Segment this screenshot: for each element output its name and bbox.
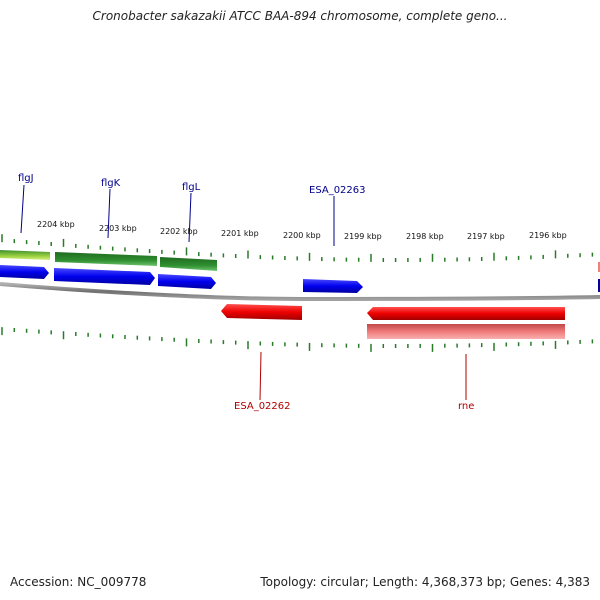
cds-feature[interactable] xyxy=(55,252,157,266)
tick-label: 2202 kbp xyxy=(160,227,198,236)
tick-label: 2200 kbp xyxy=(283,231,321,240)
gene-label-flgL[interactable]: flgL xyxy=(182,182,201,193)
lower-tick-ruler xyxy=(1,327,594,352)
tick-labels: 2204 kbp 2203 kbp 2202 kbp 2201 kbp 2200… xyxy=(37,220,567,241)
gene-arrow-flgK[interactable] xyxy=(54,268,155,285)
leader-line xyxy=(188,192,192,243)
cds-feature-reverse[interactable] xyxy=(367,324,565,339)
cds-feature[interactable] xyxy=(160,257,217,271)
upper-tick-ruler xyxy=(1,234,594,262)
tick-label: 2199 kbp xyxy=(344,232,382,241)
gene-labels: flgJ flgK flgL ESA_02263 ESA_02262 rne xyxy=(18,173,474,412)
gene-arrow-rne[interactable] xyxy=(367,307,565,320)
topology-text: Topology: circular; Length: 4,368,373 bp… xyxy=(260,575,590,589)
gene-arrow-flgL[interactable] xyxy=(158,274,216,289)
leader-line xyxy=(20,184,25,234)
cds-feature[interactable] xyxy=(0,250,50,260)
tick-label: 2198 kbp xyxy=(406,232,444,241)
tick-label: 2196 kbp xyxy=(529,231,567,240)
cds-forward-track xyxy=(0,250,217,271)
gene-label-flgK[interactable]: flgK xyxy=(101,178,121,189)
leader-line xyxy=(259,351,262,401)
leader-line xyxy=(107,188,111,239)
forward-gene-track xyxy=(0,265,363,293)
gene-label-rne[interactable]: rne xyxy=(458,401,474,412)
tick-label: 2201 kbp xyxy=(221,229,259,238)
gene-arrow-flgJ[interactable] xyxy=(0,265,49,279)
gene-label-ESA_02262[interactable]: ESA_02262 xyxy=(234,401,291,412)
tick-label: 2197 kbp xyxy=(467,232,505,241)
accession-text: Accession: NC_009778 xyxy=(10,575,147,589)
tick-label: 2204 kbp xyxy=(37,220,75,229)
map-title: Cronobacter sakazakii ATCC BAA-894 chrom… xyxy=(92,9,508,23)
gene-label-ESA_02263[interactable]: ESA_02263 xyxy=(309,185,366,196)
gene-arrow-ESA_02262[interactable] xyxy=(221,304,302,320)
tick-label: 2203 kbp xyxy=(99,224,137,233)
gene-arrow-ESA_02263[interactable] xyxy=(303,279,363,293)
genome-backbone xyxy=(0,282,600,302)
gene-label-flgJ[interactable]: flgJ xyxy=(18,173,34,184)
reverse-gene-track xyxy=(221,304,565,320)
